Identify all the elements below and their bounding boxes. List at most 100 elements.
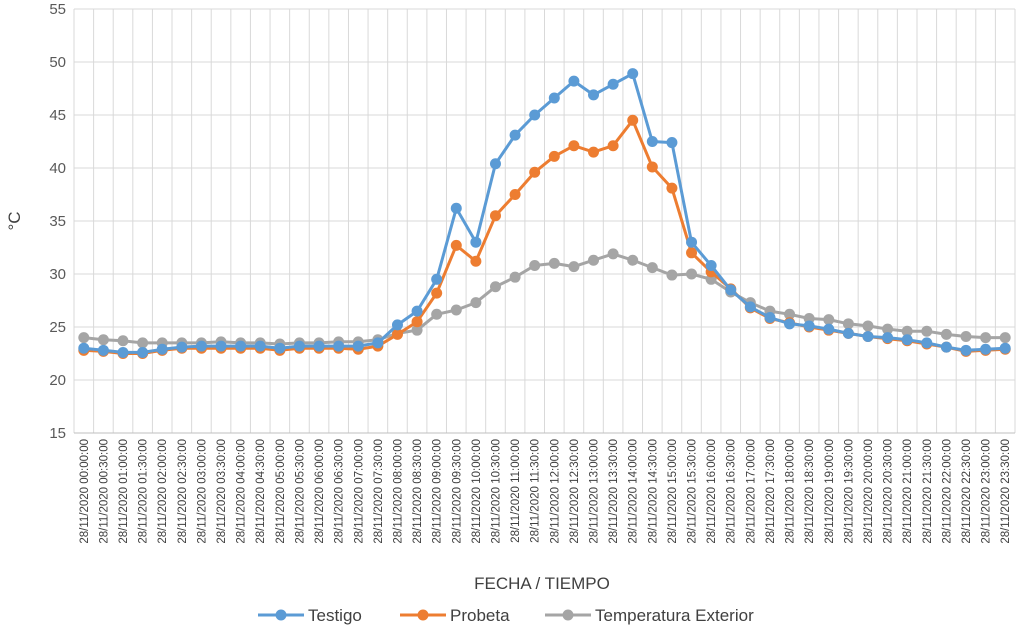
x-tick-label: 28/11/2020 20:30:00 [883,439,895,544]
data-point [705,260,717,272]
x-tick-label: 28/11/2020 02:30:00 [177,439,189,544]
data-point [882,332,894,344]
vertical-gridlines [73,9,1016,434]
x-tick-label: 28/11/2020 03:00:00 [196,439,208,544]
x-tick-label: 28/11/2020 17:30:00 [765,439,777,544]
y-tick-label: 40 [49,160,66,177]
data-point [646,136,658,147]
x-tick-label: 28/11/2020 18:00:00 [785,439,797,544]
x-tick-label: 28/11/2020 12:00:00 [549,439,561,544]
x-tick-label: 28/11/2020 21:30:00 [922,439,934,544]
data-point [901,325,913,337]
x-tick-label: 28/11/2020 05:00:00 [275,439,287,544]
y-tick-label: 30 [49,266,66,283]
data-point [352,340,364,352]
data-point [78,342,90,354]
x-tick-label: 28/11/2020 02:00:00 [157,439,169,544]
x-tick-label: 28/11/2020 17:00:00 [745,439,757,544]
x-tick-label: 28/11/2020 14:00:00 [628,439,640,544]
data-point [823,323,835,335]
y-tick-label: 35 [49,213,66,230]
data-point [901,334,913,346]
y-tick-label: 15 [49,425,66,442]
legend-label: Temperatura Exterior [595,606,754,625]
data-point [744,301,756,313]
x-tick-label: 28/11/2020 09:00:00 [432,439,444,544]
legend-item: Temperatura Exterior [545,606,754,625]
data-point [999,342,1011,354]
y-tick-label: 55 [49,1,66,18]
data-point [274,342,286,354]
x-tick-label: 28/11/2020 11:00:00 [510,439,522,543]
data-point [254,340,266,352]
data-point [627,114,639,126]
data-point [450,304,462,316]
x-tick-label: 28/11/2020 22:30:00 [961,439,973,544]
x-tick-label: 28/11/2020 16:30:00 [726,439,738,544]
data-point [293,340,305,352]
legend-item: Testigo [258,606,362,625]
data-point [431,273,443,285]
x-tick-label: 28/11/2020 01:00:00 [118,439,130,544]
data-point [686,268,698,280]
data-point [823,314,835,326]
x-tick-label: 28/11/2020 16:00:00 [706,439,718,544]
x-tick-label: 28/11/2020 18:30:00 [804,439,816,544]
data-point [470,255,482,267]
x-axis-ticks: 28/11/2020 00:00:00 28/11/2020 00:30:00 28… [79,439,1012,544]
data-point [215,340,227,352]
x-tick-label: 28/11/2020 13:00:00 [589,439,601,544]
data-point [411,305,423,317]
data-point [117,335,129,347]
data-point [450,202,462,214]
legend-swatch-marker [275,609,287,621]
data-point [411,324,423,336]
x-tick-label: 28/11/2020 23:00:00 [981,439,993,544]
data-point [391,328,403,340]
legend-swatch-marker [417,609,429,621]
data-point [882,323,894,335]
x-tick-label: 28/11/2020 19:00:00 [824,439,836,544]
data-point [607,140,619,152]
x-tick-label: 28/11/2020 06:00:00 [314,439,326,544]
y-tick-label: 45 [49,107,66,124]
data-point [137,337,149,349]
data-point [156,343,168,355]
series-layer [78,68,1011,359]
y-tick-label: 25 [49,319,66,336]
data-point [235,340,247,352]
data-point [588,146,600,158]
data-point [940,341,952,353]
x-tick-label: 28/11/2020 15:30:00 [687,439,699,544]
x-tick-label: 28/11/2020 00:00:00 [79,439,91,544]
y-tick-label: 20 [49,372,66,389]
data-point [509,271,521,283]
data-point [470,297,482,309]
data-point [764,311,776,323]
data-point [529,260,541,272]
data-point [627,68,639,80]
data-point [686,247,698,259]
data-point [568,261,580,273]
data-point [842,327,854,339]
x-tick-label: 28/11/2020 23:30:00 [1000,439,1012,544]
x-tick-label: 28/11/2020 09:30:00 [451,439,463,544]
x-tick-label: 28/11/2020 19:30:00 [843,439,855,544]
x-tick-label: 28/11/2020 01:30:00 [138,439,150,544]
data-point [725,284,737,296]
data-point [607,78,619,90]
x-tick-label: 28/11/2020 22:00:00 [941,439,953,544]
data-point [862,331,874,343]
data-point [588,89,600,101]
data-point [588,254,600,266]
data-point [97,344,109,356]
x-axis-title: FECHA / TIEMPO [474,574,610,593]
data-point [195,340,207,352]
x-tick-label: 28/11/2020 15:00:00 [667,439,679,544]
data-point [999,332,1011,344]
x-tick-label: 28/11/2020 10:00:00 [471,439,483,544]
legend: Testigo Probeta Temperatura Exterior [258,606,754,625]
data-point [333,340,345,352]
data-point [489,210,501,222]
data-point [666,137,678,149]
